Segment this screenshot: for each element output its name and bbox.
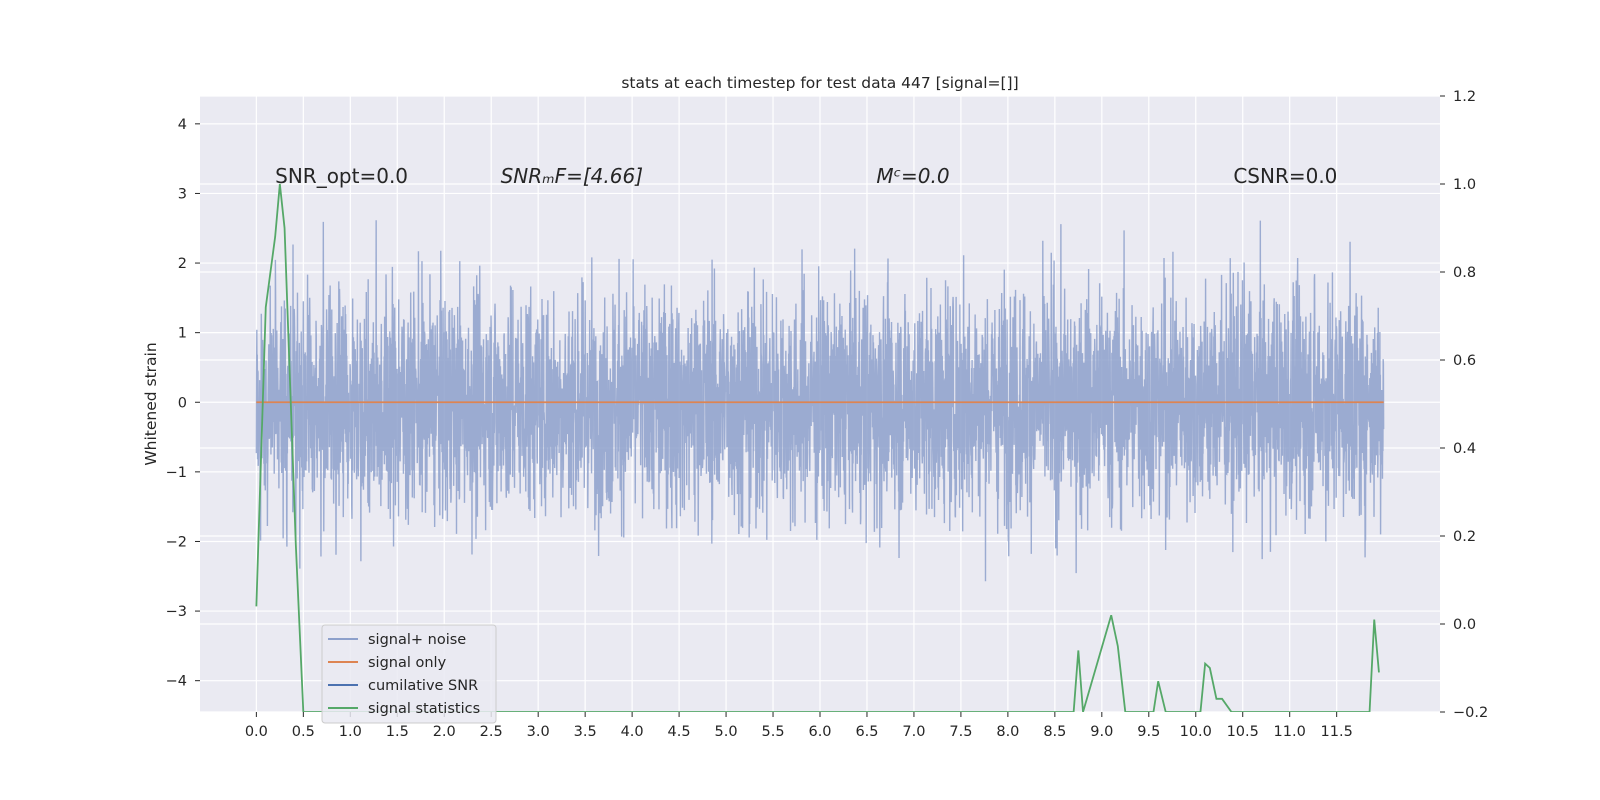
y-right-tick-label: 0.0	[1453, 617, 1476, 633]
x-tick-label: 7.5	[949, 724, 972, 740]
y-tick-label: −3	[166, 604, 187, 620]
x-tick-label: 11.5	[1321, 724, 1353, 740]
y-right-tick-label: −0.2	[1453, 705, 1488, 721]
x-tick-label: 9.5	[1137, 724, 1160, 740]
x-tick-label: 1.0	[339, 724, 362, 740]
x-tick-label: 10.0	[1180, 724, 1212, 740]
y-tick-label: 1	[178, 326, 187, 342]
y-tick-label: 3	[178, 186, 187, 202]
y-right-tick-label: 0.4	[1453, 441, 1476, 457]
annotation-snr-mf: SNRₘF=[4.66]	[501, 164, 643, 188]
annotation-mc: Mᶜ=0.0	[876, 164, 949, 188]
chart-title: stats at each timestep for test data 447…	[621, 74, 1018, 92]
x-tick-label: 10.5	[1227, 724, 1259, 740]
x-tick-label: 6.0	[808, 724, 831, 740]
x-tick-label: 2.0	[433, 724, 456, 740]
x-tick-label: 9.0	[1090, 724, 1113, 740]
y-right-tick-label: 0.8	[1453, 265, 1476, 281]
y-tick-label: 4	[178, 117, 187, 133]
x-tick-label: 8.5	[1043, 724, 1066, 740]
legend-entry: signal only	[368, 655, 447, 671]
x-tick-label: 8.0	[996, 724, 1019, 740]
y-tick-label: 2	[178, 256, 187, 272]
y-tick-label: −1	[166, 465, 187, 481]
y-tick-label: −2	[166, 534, 187, 550]
axes: 0.0 0.5 1.0 1.5 2.0 2.5 3.0 3.5 4.0 4.5 5.0 5.5 6.0 6…	[166, 89, 1489, 740]
legend-box	[321, 624, 497, 724]
legend-entry: cumilative SNR	[368, 678, 478, 694]
annotation-snr-opt: SNR_opt=0.0	[275, 164, 408, 188]
legend-entry: signal+ noise	[368, 632, 466, 648]
y-right-tick-label: 1.2	[1453, 89, 1476, 105]
x-tick-label: 4.0	[621, 724, 644, 740]
x-tick-label: 5.0	[715, 724, 738, 740]
x-tick-label: 6.5	[855, 724, 878, 740]
y-axis-label: Whitened strain	[142, 342, 160, 465]
x-tick-label: 3.5	[574, 724, 597, 740]
x-tick-label: 7.0	[902, 724, 925, 740]
annotation-csnr: CSNR=0.0	[1233, 164, 1337, 188]
x-tick-label: 0.5	[292, 724, 315, 740]
series-line-signal-noise	[255, 220, 1385, 582]
series-signal-noise	[255, 220, 1385, 582]
x-tick-label: 5.5	[761, 724, 784, 740]
x-tick-label: 2.5	[480, 724, 503, 740]
y-right-tick-label: 0.6	[1453, 353, 1476, 369]
x-tick-label: 3.0	[527, 724, 550, 740]
y-tick-label: −4	[166, 674, 187, 690]
x-tick-label: 0.0	[245, 724, 268, 740]
x-tick-label: 11.0	[1274, 724, 1306, 740]
legend-entry: signal statistics	[368, 701, 480, 717]
x-tick-label: 1.5	[386, 724, 409, 740]
y-right-tick-label: 1.0	[1453, 177, 1476, 193]
series-lines	[255, 183, 1384, 712]
y-right-tick-label: 0.2	[1453, 529, 1476, 545]
annotations: SNR_opt=0.0 SNRₘF=[4.66] Mᶜ=0.0 CSNR=0.0	[275, 164, 1337, 188]
series-line-signal-statistics	[255, 183, 1380, 712]
y-tick-label: 0	[178, 395, 187, 411]
legend: signal+ noise signal only cumilative SNR si…	[321, 624, 497, 724]
x-tick-label: 4.5	[668, 724, 691, 740]
